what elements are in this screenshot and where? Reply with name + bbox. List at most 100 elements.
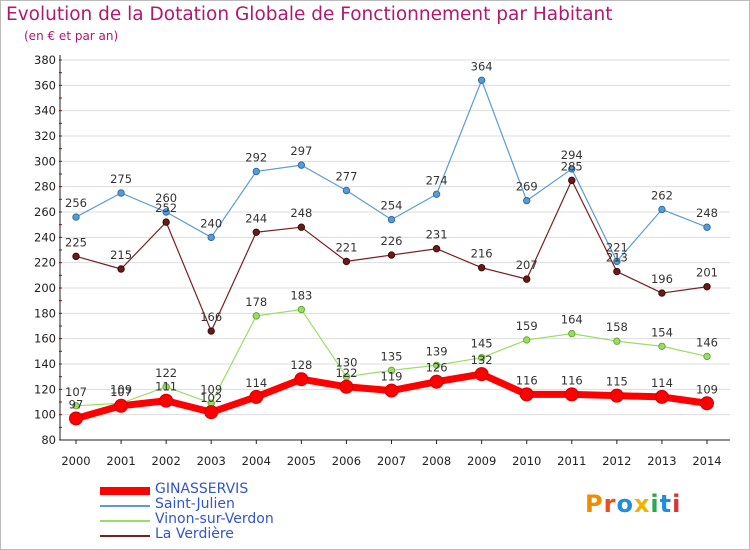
data-point [342,186,351,195]
data-label: 196 [651,272,673,286]
y-tick-label: 340 [34,104,56,118]
data-label: 221 [335,240,357,254]
data-label: 277 [335,169,357,183]
data-label: 122 [335,366,357,380]
data-point [474,367,489,382]
data-point [69,411,83,426]
proxiti-logo: Proxiti [585,490,682,518]
data-point [252,167,260,176]
data-label: 164 [561,313,583,327]
data-point [477,264,486,272]
data-label: 252 [155,201,177,215]
data-label: 221 [606,240,628,254]
data-point [613,257,621,266]
y-tick-label: 200 [34,281,56,295]
y-tick-label: 360 [34,78,56,92]
data-label: 201 [696,266,718,280]
y-tick-label: 80 [41,433,56,447]
data-point [339,379,354,394]
data-label: 114 [245,376,267,390]
x-tick-label: 2008 [422,454,451,468]
data-label: 146 [696,335,718,349]
legend-swatch [100,487,150,495]
x-tick-label: 2007 [377,454,406,468]
y-tick-label: 380 [34,53,56,67]
legend-label: La Verdière [155,526,234,542]
data-label: 135 [381,349,403,363]
axes: 80 100 120 140 160 180 200 220 240 260 280 300 320 34… [34,53,730,468]
data-point [432,361,441,369]
x-tick-label: 2000 [61,454,90,468]
x-tick-label: 2012 [602,454,631,468]
data-label: 248 [290,206,312,220]
data-point [523,336,531,344]
data-point [207,233,215,242]
legend-swatch [100,520,150,522]
data-label: 159 [516,319,538,333]
y-tick-label: 220 [34,256,56,270]
data-point [477,353,486,362]
data-point [252,312,260,320]
x-tick-label: 2002 [152,454,181,468]
data-label: 130 [335,356,357,370]
data-label: 207 [516,258,538,272]
data-label: 297 [290,144,312,158]
data-point [114,398,129,413]
legend-label: Vinon-sur-Verdon [155,511,274,527]
data-label: 114 [651,376,673,390]
data-point [294,372,309,387]
y-tick-label: 260 [34,205,56,219]
data-label: 109 [110,382,132,396]
y-tick-label: 140 [34,357,56,371]
data-label: 111 [155,380,177,394]
data-point [654,389,669,404]
data-label: 240 [200,216,222,230]
data-point [564,387,579,402]
legend-label: GINASSERVIS [155,481,249,497]
data-point [252,228,260,236]
data-point [703,283,711,291]
x-tick-label: 2001 [106,454,135,468]
data-label: 248 [696,206,718,220]
data-point [700,396,714,411]
x-tick-label: 2006 [332,454,361,468]
data-label: 109 [696,382,718,396]
data-point [609,388,624,403]
x-tick-label: 2009 [467,454,496,468]
data-label: 216 [471,247,493,261]
data-label: 178 [245,295,267,309]
data-point [297,305,306,314]
data-point [342,257,351,266]
data-label: 274 [426,173,448,187]
data-point [117,265,125,273]
data-label: 128 [290,358,312,372]
data-label: 126 [426,361,448,375]
x-tick-label: 2011 [557,454,586,468]
data-label: 262 [651,188,673,202]
data-label: 109 [200,382,222,396]
x-tick-label: 2010 [512,454,541,468]
data-point [658,205,666,214]
data-point [162,208,170,216]
data-point [72,213,80,221]
data-point [72,402,80,410]
y-tick-label: 280 [34,180,56,194]
x-tick-label: 2013 [647,454,676,468]
data-point [162,218,170,226]
data-point [519,387,534,402]
data-point [568,165,576,173]
series-layer [69,76,714,426]
data-label: 183 [290,289,312,303]
data-point [703,223,711,231]
series-la-verdi-re [72,176,711,335]
data-point [204,405,219,420]
data-point [159,393,174,408]
data-label: 294 [561,148,583,162]
data-label: 102 [200,391,222,405]
data-point [384,383,399,398]
data-label: 225 [65,235,87,249]
data-label: 254 [381,199,403,213]
x-tick-label: 2014 [692,454,721,468]
y-tick-label: 180 [34,306,56,320]
data-point [162,383,170,391]
